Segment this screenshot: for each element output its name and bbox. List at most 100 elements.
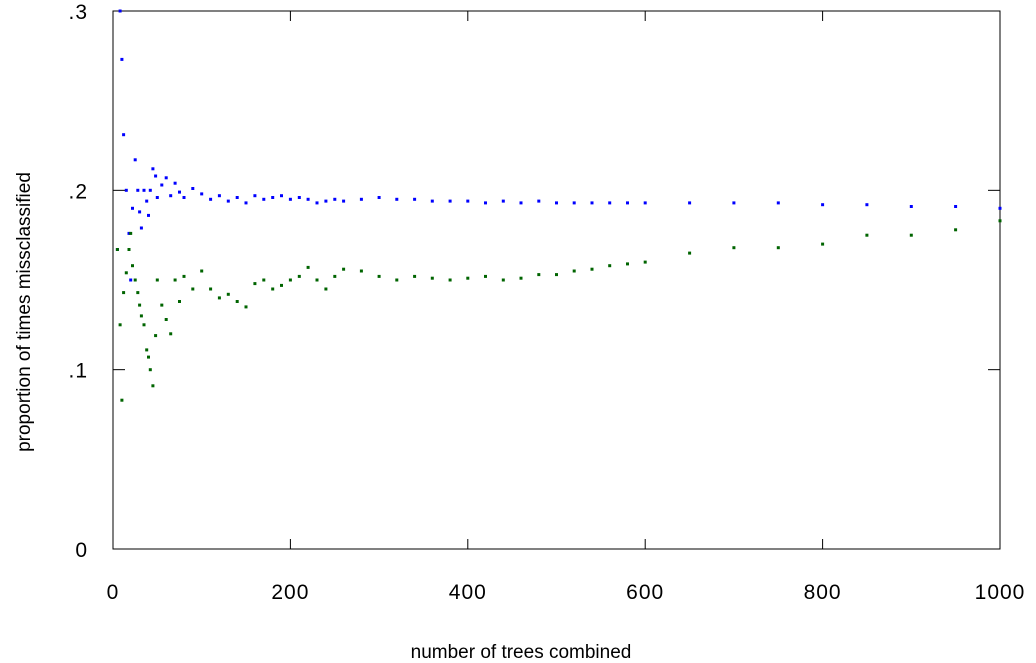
series-1-point — [142, 188, 146, 192]
series-1-point — [136, 188, 140, 192]
series-1-point — [164, 176, 168, 180]
series-1-point — [226, 199, 230, 203]
series-2-point — [129, 231, 133, 235]
series-1-point — [191, 187, 195, 190]
series-2-point — [821, 242, 825, 246]
series-2-point — [178, 300, 181, 303]
series-1-point — [160, 183, 164, 187]
series-2-point — [537, 273, 541, 277]
series-1-point — [129, 278, 133, 282]
series-1-point — [122, 133, 126, 137]
series-2-point — [145, 348, 149, 352]
series-1-point — [537, 199, 541, 203]
series-1-point — [120, 57, 124, 61]
series-1-point — [359, 197, 363, 201]
data-points — [115, 9, 1002, 402]
series-1-point — [732, 201, 736, 205]
series-1-point — [297, 196, 301, 199]
axis-tick-labels: 0 200 400 600 800 1000 0 .1 .2 .3 — [68, 1, 1024, 604]
series-2-point — [306, 265, 310, 269]
series-1-point — [151, 167, 155, 171]
series-2-point — [253, 282, 257, 286]
series-1-point — [217, 194, 221, 198]
series-2-point — [626, 262, 629, 266]
series-1-point — [253, 194, 257, 198]
series-1-point — [643, 201, 647, 205]
series-1-point — [590, 201, 594, 205]
series-1-point — [909, 205, 913, 208]
series-2-point — [262, 278, 266, 282]
series-2-point — [395, 278, 399, 282]
series-1-point — [154, 174, 158, 178]
x-tick-label: 800 — [804, 581, 842, 604]
series-2-point — [200, 269, 204, 273]
series-1-point — [555, 201, 558, 205]
x-axis-title: number of trees combined — [411, 642, 632, 663]
x-tick-label: 400 — [449, 581, 487, 604]
series-1-point — [200, 192, 204, 196]
series-2-point — [118, 323, 122, 327]
series-2-point — [133, 278, 137, 282]
series-1-point — [280, 194, 283, 198]
series-2-point — [484, 274, 487, 278]
series-1-point — [377, 196, 381, 199]
series-2-point — [954, 228, 958, 232]
series-1-point — [608, 201, 612, 205]
x-tick-label: 600 — [626, 581, 664, 604]
series-1-point — [466, 199, 470, 203]
series-2-point — [688, 251, 692, 255]
series-1-point — [395, 197, 399, 201]
series-2-point — [151, 384, 155, 388]
series-2-point — [182, 274, 186, 278]
series-2-point — [148, 368, 152, 372]
series-2-point — [271, 287, 275, 291]
series-2-point — [120, 398, 124, 402]
series-2-point — [154, 334, 158, 338]
series-2-point — [115, 248, 119, 251]
series-1-point — [306, 197, 310, 201]
series-1-point — [519, 201, 523, 205]
series-2-point — [169, 332, 173, 336]
series-1-point — [155, 196, 159, 199]
series-1-point — [182, 196, 186, 199]
series-2-point — [155, 278, 159, 282]
series-2-point — [136, 291, 140, 295]
y-axis-title: proportion of times missclassified — [14, 172, 35, 452]
series-2-point — [732, 246, 736, 250]
series-2-point — [519, 276, 523, 280]
series-2-point — [413, 274, 417, 278]
series-1-point — [147, 213, 150, 217]
series-2-point — [235, 300, 239, 303]
series-1-point — [118, 9, 122, 13]
series-2-point — [501, 278, 505, 282]
series-1-point — [262, 197, 266, 201]
series-1-point — [271, 196, 275, 199]
series-1-point — [244, 201, 248, 205]
y-tick-label: .3 — [68, 1, 88, 24]
series-2-point — [466, 276, 470, 280]
series-2-point — [590, 267, 594, 271]
series-2-point — [297, 274, 301, 278]
series-1-point — [324, 199, 328, 203]
series-1-point — [133, 158, 137, 162]
series-1-point — [178, 190, 181, 194]
series-2-point — [776, 246, 780, 250]
series-1-point — [333, 197, 337, 201]
x-tick-label: 0 — [107, 581, 120, 604]
series-2-point — [643, 260, 647, 264]
series-2-point — [139, 314, 143, 318]
series-1-point — [173, 181, 177, 185]
series-1-point — [484, 201, 487, 205]
series-2-point — [124, 271, 128, 275]
series-1-point — [169, 194, 173, 198]
series-1-point — [139, 226, 143, 230]
series-1-point — [145, 199, 149, 203]
series-2-point — [998, 219, 1002, 223]
series-2-point — [572, 269, 576, 273]
series-2-point — [333, 274, 337, 278]
series-2-point — [138, 303, 142, 307]
series-1-point — [501, 199, 505, 203]
series-2-point — [608, 264, 612, 268]
series-2-point — [173, 278, 177, 282]
